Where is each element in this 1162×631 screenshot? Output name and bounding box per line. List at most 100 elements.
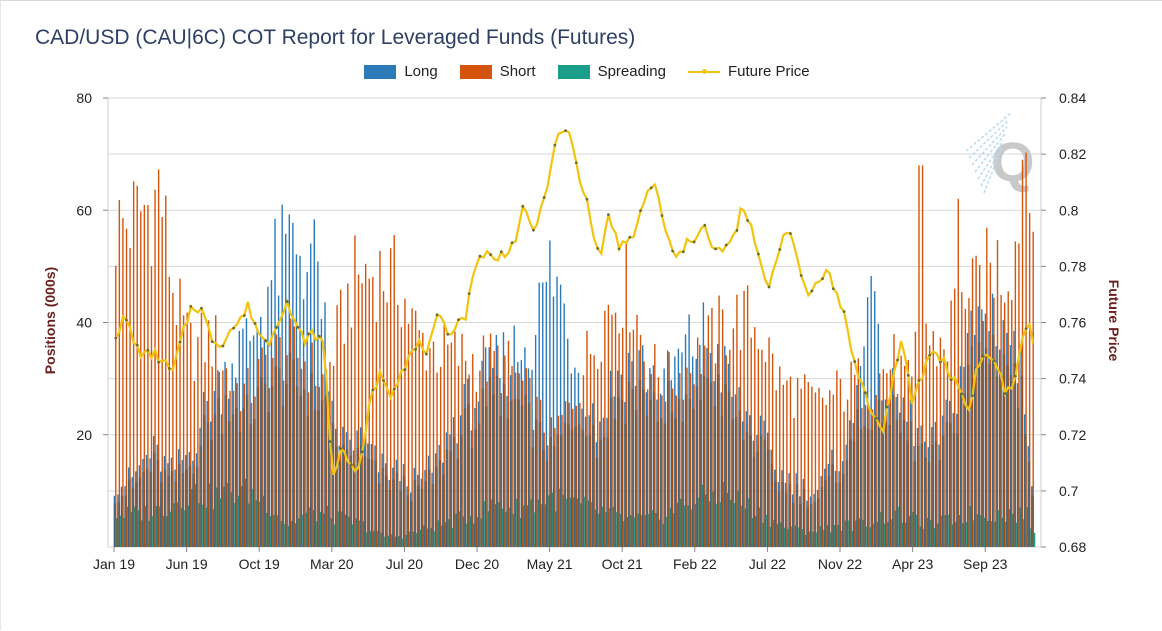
bar-short [200,312,203,547]
bar-long [627,352,630,547]
bar-spreading [259,501,261,547]
bar-long [824,468,826,547]
legend-item-future-price[interactable]: Future Price [687,63,810,80]
bar-overlap [288,352,292,547]
bar-overlap [777,491,781,547]
price-point [489,253,493,256]
bar-long [217,370,219,547]
bar-short [586,330,588,547]
bar-short [854,374,856,547]
bar-short [343,343,345,547]
bar-short [300,368,303,547]
bar-short [279,337,281,547]
bar-overlap [213,414,217,547]
bar-short [832,394,835,547]
bar-overlap [927,462,931,547]
bar-spreading [744,508,747,547]
bar-long [581,408,583,547]
bar-overlap [592,424,595,547]
bar-overlap [195,467,199,547]
bar-long [388,480,390,547]
bar-spreading [170,511,172,547]
bar-long [741,421,744,547]
bar-short [975,255,977,547]
bar-spreading [612,507,615,547]
bar-spreading [908,515,911,547]
bar-short [707,315,710,547]
bar-long [973,334,976,547]
y2-tick-label: 0.84 [1059,90,1086,106]
legend-item-short[interactable]: Short [459,63,536,80]
bar-short [943,349,945,547]
bar-overlap [534,419,538,547]
bar-short [757,348,760,547]
bar-overlap [170,471,174,547]
x-tick-label: Oct 19 [239,556,280,572]
bar-overlap [784,492,788,547]
bar-long [827,464,830,547]
bar-short [464,360,467,547]
bar-long [367,443,369,547]
price-point [307,332,310,336]
bar-overlap [185,468,188,547]
price-point [574,161,578,165]
legend-swatch-spreading [557,64,590,79]
bar-spreading [523,505,525,547]
bar-short [400,327,403,547]
bar-spreading [1005,521,1007,547]
legend-item-spreading[interactable]: Spreading [557,63,666,80]
bar-short [821,397,824,547]
bar-overlap [981,354,984,547]
bar-overlap [738,411,742,547]
bar-overlap [581,429,585,547]
bar-long [859,365,862,547]
price-point [917,379,921,382]
bar-spreading [923,528,925,547]
price-point [885,405,889,409]
bar-long [285,233,287,547]
bar-short [479,370,481,547]
bar-long [431,472,433,547]
bar-overlap [477,423,481,547]
bar-long [267,286,269,547]
bar-overlap [973,366,977,547]
price-point [532,228,535,232]
bar-short [864,404,867,547]
bar-long [749,415,751,547]
bar-overlap [484,406,488,547]
bar-short [329,362,331,547]
bar-long [252,335,255,547]
bar-spreading [684,505,686,547]
bar-spreading [916,514,918,547]
bar-short [257,358,260,547]
price-point [339,447,343,450]
bar-long [652,365,655,547]
bar-spreading [502,508,504,547]
bar-spreading [894,510,897,547]
bar-overlap [588,434,592,547]
bar-spreading [227,482,229,547]
bar-spreading [291,521,293,547]
bar-overlap [617,397,620,547]
watermark-q: Q [991,130,1035,193]
bar-short [282,380,285,547]
bar-overlap [649,400,652,547]
bar-spreading [666,516,668,547]
bar-spreading [184,510,186,547]
bar-overlap [702,375,706,547]
bar-spreading [576,498,579,547]
bar-spreading [484,501,486,547]
bar-short [1021,159,1024,548]
bar-short [472,354,474,547]
bar-overlap [152,452,156,547]
bar-spreading [816,532,818,547]
bar-overlap [138,477,142,547]
bar-short [632,329,635,547]
bar-long [852,422,855,547]
x-tick-label: Dec 20 [455,556,500,572]
bar-spreading [587,500,590,547]
bar-spreading [394,536,397,547]
legend-item-long[interactable]: Long [364,63,438,80]
bar-long [292,222,294,548]
bar-long [713,381,715,547]
